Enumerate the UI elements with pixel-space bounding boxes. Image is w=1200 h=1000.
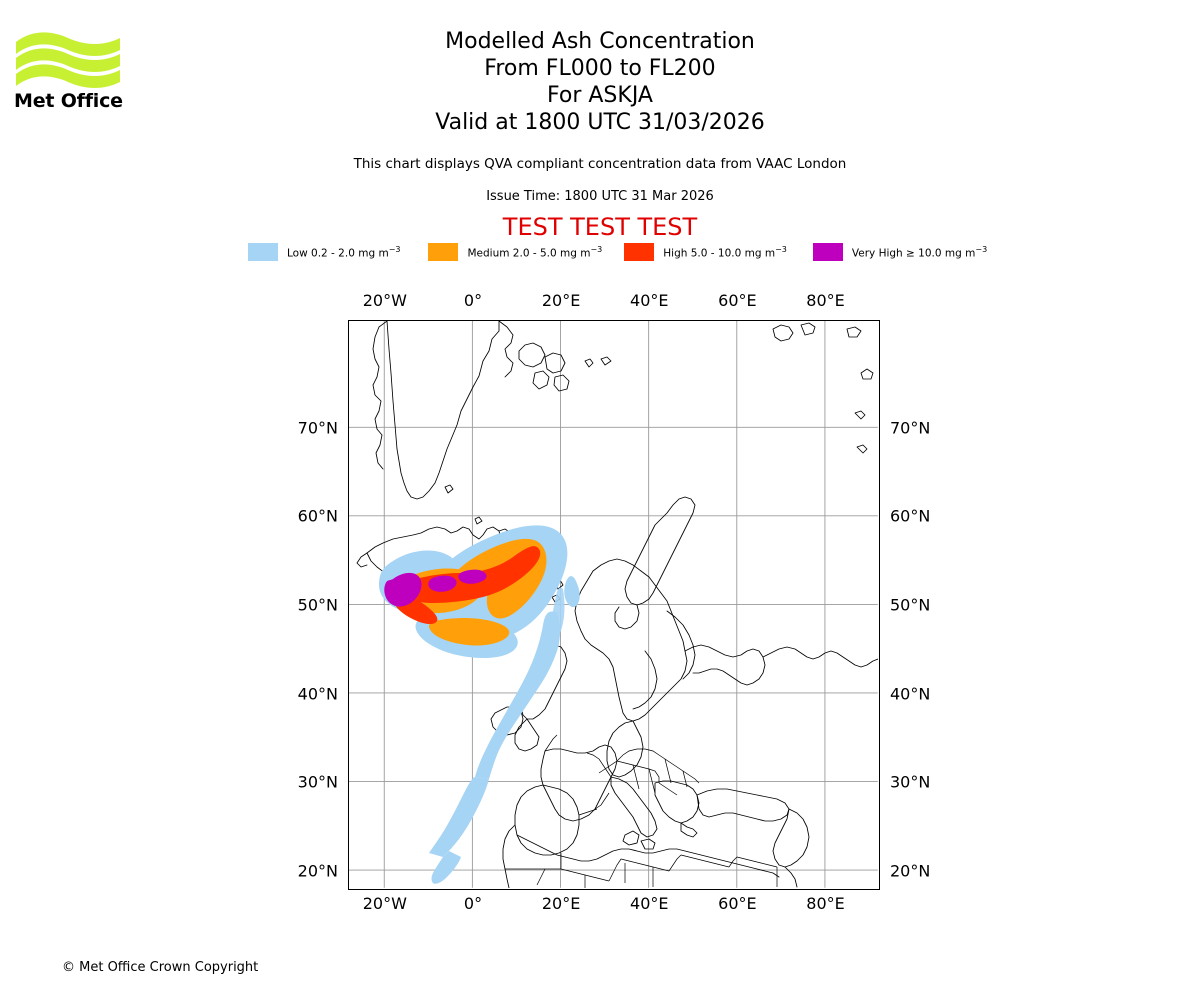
lat-tick-left-0: 70°N bbox=[297, 418, 338, 438]
legend-swatch-high bbox=[624, 243, 655, 261]
legend-swatch-medium bbox=[428, 243, 459, 261]
lon-tick-bottom-5: 80°E bbox=[806, 894, 845, 913]
lat-tick-right-0: 70°N bbox=[890, 418, 931, 438]
country-borders bbox=[505, 734, 778, 888]
ash-plume bbox=[379, 525, 580, 884]
lon-tick-top-4: 60°E bbox=[718, 291, 757, 310]
lat-tick-right-3: 40°N bbox=[890, 684, 931, 704]
lon-tick-top-2: 20°E bbox=[541, 291, 581, 310]
lat-tick-left-4: 30°N bbox=[297, 772, 338, 792]
lat-tick-left-3: 40°N bbox=[297, 684, 338, 704]
lon-tick-top-0: 20°W bbox=[362, 291, 407, 310]
plume-band-low-south bbox=[429, 576, 580, 884]
test-banner: TEST TEST TEST bbox=[502, 213, 698, 241]
legend-label-medium: Medium 2.0 - 5.0 mg m−3 bbox=[467, 244, 603, 260]
lat-tick-right-5: 20°N bbox=[890, 861, 931, 881]
page-title: Modelled Ash Concentration From FL000 to… bbox=[0, 28, 1200, 136]
legend-low: Low 0.2 - 2.0 mg m−3 bbox=[248, 241, 400, 263]
lat-tick-left-1: 60°N bbox=[297, 506, 338, 526]
legend-label-high: High 5.0 - 10.0 mg m−3 bbox=[663, 244, 787, 260]
legend-medium: Medium 2.0 - 5.0 mg m−3 bbox=[428, 241, 602, 263]
issue-time: Issue Time: 1800 UTC 31 Mar 2026 bbox=[486, 189, 714, 204]
met-office-logo-text: Met Office bbox=[14, 90, 123, 112]
lon-tick-bottom-1: 0° bbox=[463, 894, 483, 913]
lon-tick-bottom-2: 20°E bbox=[541, 894, 581, 913]
lon-tick-top-5: 80°E bbox=[806, 291, 845, 310]
lat-tick-right-1: 60°N bbox=[890, 506, 931, 526]
legend-label-very-high: Very High ≥ 10.0 mg m−3 bbox=[851, 244, 988, 260]
lat-tick-left-2: 50°N bbox=[297, 595, 338, 615]
title-line-1: Modelled Ash Concentration bbox=[445, 29, 755, 54]
title-line-2: From FL000 to FL200 bbox=[484, 56, 716, 81]
title-line-4: Valid at 1800 UTC 31/03/2026 bbox=[435, 110, 765, 135]
lat-tick-left-5: 20°N bbox=[297, 861, 338, 881]
title-line-3: For ASKJA bbox=[547, 83, 653, 108]
map-plot-area bbox=[348, 320, 880, 890]
lon-tick-top-3: 40°E bbox=[630, 291, 669, 310]
lon-tick-top-1: 0° bbox=[463, 291, 483, 310]
legend-swatch-very-high bbox=[812, 243, 843, 261]
legend-very-high: Very High ≥ 10.0 mg m−3 bbox=[812, 241, 988, 263]
legend-high: High 5.0 - 10.0 mg m−3 bbox=[624, 241, 787, 263]
legend-label-low: Low 0.2 - 2.0 mg m−3 bbox=[287, 244, 401, 260]
chart-subtitle: This chart displays QVA compliant concen… bbox=[353, 156, 847, 172]
concentration-legend: Low 0.2 - 2.0 mg m−3 Medium 2.0 - 5.0 mg… bbox=[248, 241, 988, 263]
coastlines bbox=[356, 321, 878, 888]
lon-tick-bottom-0: 20°W bbox=[362, 894, 407, 913]
lon-tick-bottom-4: 60°E bbox=[718, 894, 757, 913]
lat-tick-right-2: 50°N bbox=[890, 595, 931, 615]
lat-tick-right-4: 30°N bbox=[890, 772, 931, 792]
legend-swatch-low bbox=[248, 243, 278, 261]
met-office-wave-mark bbox=[16, 32, 120, 88]
lon-tick-bottom-3: 40°E bbox=[630, 894, 669, 913]
copyright-notice: © Met Office Crown Copyright bbox=[62, 960, 259, 975]
plume-band-very-high bbox=[384, 569, 487, 607]
met-office-logo bbox=[14, 28, 124, 113]
